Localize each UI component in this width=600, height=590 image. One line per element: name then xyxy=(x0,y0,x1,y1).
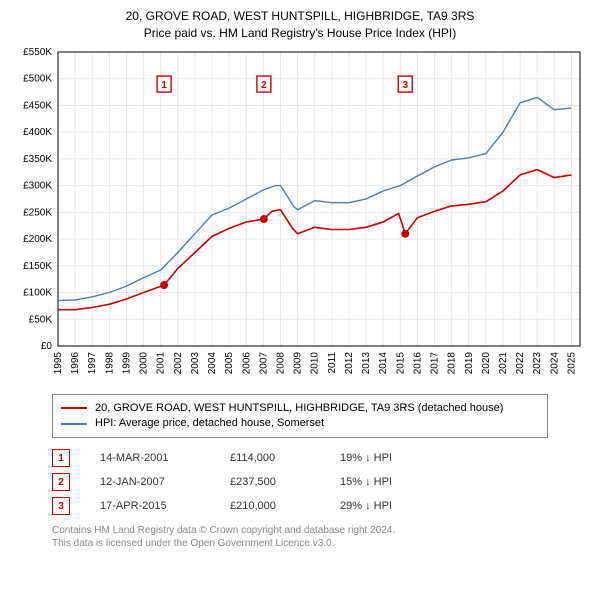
svg-text:2006: 2006 xyxy=(241,351,252,374)
title-line1: 20, GROVE ROAD, WEST HUNTSPILL, HIGHBRID… xyxy=(12,8,588,25)
svg-text:2000: 2000 xyxy=(139,351,150,374)
svg-text:2015: 2015 xyxy=(395,351,406,374)
svg-text:£100K: £100K xyxy=(23,287,52,298)
transaction-price: £237,500 xyxy=(230,476,310,488)
svg-text:£200K: £200K xyxy=(23,234,52,245)
svg-text:2014: 2014 xyxy=(378,351,389,374)
svg-text:2004: 2004 xyxy=(207,351,218,374)
title-block: 20, GROVE ROAD, WEST HUNTSPILL, HIGHBRID… xyxy=(12,8,588,42)
title-line2: Price paid vs. HM Land Registry's House … xyxy=(12,25,588,42)
svg-text:£400K: £400K xyxy=(23,127,52,138)
svg-text:£350K: £350K xyxy=(23,154,52,165)
svg-text:2025: 2025 xyxy=(566,351,577,374)
svg-text:2001: 2001 xyxy=(156,351,167,374)
svg-text:2011: 2011 xyxy=(327,351,338,373)
svg-text:2017: 2017 xyxy=(430,351,441,374)
transaction-delta: 29% ↓ HPI xyxy=(340,500,430,512)
svg-text:2020: 2020 xyxy=(481,351,492,374)
svg-text:2012: 2012 xyxy=(344,351,355,374)
svg-text:2007: 2007 xyxy=(258,351,269,374)
svg-text:1998: 1998 xyxy=(104,351,115,374)
legend-row: 20, GROVE ROAD, WEST HUNTSPILL, HIGHBRID… xyxy=(61,401,539,416)
svg-text:1995: 1995 xyxy=(53,351,64,374)
svg-text:2008: 2008 xyxy=(275,351,286,374)
transaction-row: 2 12-JAN-2007 £237,500 15% ↓ HPI xyxy=(52,470,548,494)
svg-text:1999: 1999 xyxy=(121,351,132,374)
svg-text:£550K: £550K xyxy=(23,47,52,58)
svg-text:2: 2 xyxy=(261,80,267,91)
svg-text:1996: 1996 xyxy=(70,351,81,374)
chart-svg: £0 £50K £100K £150K £200K £250K £300K £350K £400… xyxy=(12,46,588,386)
legend-swatch xyxy=(61,407,87,409)
svg-text:£500K: £500K xyxy=(23,73,52,84)
svg-text:£0: £0 xyxy=(41,341,53,352)
transaction-date: 14-MAR-2001 xyxy=(100,452,200,464)
footer-note: Contains HM Land Registry data © Crown c… xyxy=(52,524,548,550)
svg-text:2021: 2021 xyxy=(498,351,509,374)
transaction-marker-icon: 1 xyxy=(52,449,70,467)
svg-text:2005: 2005 xyxy=(224,351,235,374)
transaction-date: 17-APR-2015 xyxy=(100,500,200,512)
svg-text:2023: 2023 xyxy=(532,351,543,374)
svg-text:2022: 2022 xyxy=(515,351,526,374)
svg-text:£250K: £250K xyxy=(23,207,52,218)
chart-container: 20, GROVE ROAD, WEST HUNTSPILL, HIGHBRID… xyxy=(0,0,600,558)
legend: 20, GROVE ROAD, WEST HUNTSPILL, HIGHBRID… xyxy=(52,394,548,439)
legend-row: HPI: Average price, detached house, Some… xyxy=(61,416,539,431)
svg-text:£300K: £300K xyxy=(23,180,52,191)
svg-text:2002: 2002 xyxy=(173,351,184,374)
svg-text:£150K: £150K xyxy=(23,260,52,271)
svg-text:£450K: £450K xyxy=(23,100,52,111)
transaction-delta: 15% ↓ HPI xyxy=(340,476,430,488)
legend-label: HPI: Average price, detached house, Some… xyxy=(95,416,324,431)
svg-text:2013: 2013 xyxy=(361,351,372,374)
transaction-marker-icon: 2 xyxy=(52,473,70,491)
svg-text:2003: 2003 xyxy=(190,351,201,374)
svg-text:1: 1 xyxy=(161,80,167,91)
svg-text:2019: 2019 xyxy=(464,351,475,374)
transaction-marker-icon: 3 xyxy=(52,497,70,515)
transaction-delta: 19% ↓ HPI xyxy=(340,452,430,464)
svg-text:2016: 2016 xyxy=(412,351,423,374)
svg-text:1997: 1997 xyxy=(87,351,98,374)
transaction-row: 3 17-APR-2015 £210,000 29% ↓ HPI xyxy=(52,494,548,518)
line-chart: £0 £50K £100K £150K £200K £250K £300K £350K £400… xyxy=(12,46,588,386)
footer-line2: This data is licensed under the Open Gov… xyxy=(52,537,548,550)
transaction-row: 1 14-MAR-2001 £114,000 19% ↓ HPI xyxy=(52,446,548,470)
svg-text:2009: 2009 xyxy=(293,351,304,374)
legend-label: 20, GROVE ROAD, WEST HUNTSPILL, HIGHBRID… xyxy=(95,401,503,416)
legend-swatch xyxy=(61,423,87,425)
transactions-table: 1 14-MAR-2001 £114,000 19% ↓ HPI 2 12-JAN-200… xyxy=(52,446,548,518)
transaction-price: £114,000 xyxy=(230,452,310,464)
svg-text:£50K: £50K xyxy=(29,314,53,325)
transaction-date: 12-JAN-2007 xyxy=(100,476,200,488)
svg-text:2018: 2018 xyxy=(447,351,458,374)
svg-text:2010: 2010 xyxy=(310,351,321,374)
transaction-price: £210,000 xyxy=(230,500,310,512)
svg-text:3: 3 xyxy=(402,80,408,91)
svg-text:2024: 2024 xyxy=(549,351,560,374)
footer-line1: Contains HM Land Registry data © Crown c… xyxy=(52,524,548,537)
